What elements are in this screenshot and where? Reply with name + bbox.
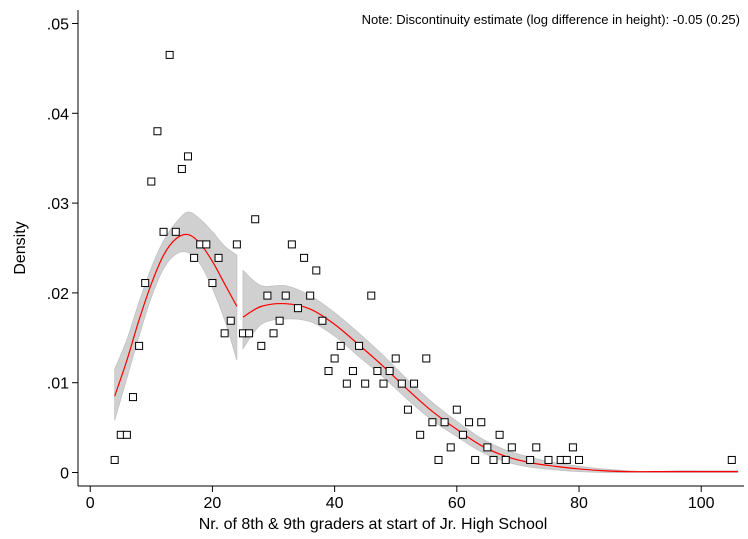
data-point [562, 455, 571, 464]
data-point [293, 304, 302, 313]
data-point [214, 253, 223, 262]
data-point [385, 367, 394, 376]
data-point [428, 418, 437, 427]
data-point [416, 430, 425, 439]
x-axis-title: Nr. of 8th & 9th graders at start of Jr.… [199, 516, 548, 533]
data-point [403, 405, 412, 414]
data-point [220, 329, 229, 338]
data-point [727, 455, 736, 464]
data-point [367, 291, 376, 300]
x-tick-label: 0 [86, 495, 95, 512]
data-point [471, 455, 480, 464]
data-point [379, 379, 388, 388]
x-tick-label: 80 [570, 495, 588, 512]
x-tick-label: 100 [688, 495, 715, 512]
y-tick-label: .05 [47, 16, 69, 33]
data-point [306, 291, 315, 300]
data-point [122, 430, 131, 439]
fit-line-right [242, 302, 738, 473]
y-tick-label: .02 [47, 286, 69, 303]
data-point [501, 455, 510, 464]
data-point [342, 379, 351, 388]
y-tick-label: 0 [60, 466, 69, 483]
data-point [245, 329, 254, 338]
data-point [141, 279, 150, 288]
data-point [128, 393, 137, 402]
y-ticks: 0 .01 .02 .03 .04 .05 [47, 16, 78, 483]
data-point [300, 253, 309, 262]
data-point [159, 227, 168, 236]
data-point [544, 455, 553, 464]
y-axis-title: Density [12, 221, 29, 274]
data-point [153, 127, 162, 136]
discontinuity-note: Note: Discontinuity estimate (log differ… [362, 12, 740, 27]
data-point [287, 240, 296, 249]
y-tick-label: .03 [47, 196, 69, 213]
data-point [355, 341, 364, 350]
y-tick-label: .01 [47, 376, 69, 393]
data-point [452, 405, 461, 414]
data-point [373, 367, 382, 376]
data-point [397, 379, 406, 388]
fit-line-left [114, 233, 238, 397]
data-point [232, 240, 241, 249]
data-point [183, 152, 192, 161]
data-point [177, 164, 186, 173]
ci-band-left [114, 211, 238, 421]
data-point [391, 354, 400, 363]
x-tick-label: 20 [204, 495, 222, 512]
data-point [348, 367, 357, 376]
data-point [489, 455, 498, 464]
data-point [330, 354, 339, 363]
x-tick-label: 40 [326, 495, 344, 512]
data-point [440, 418, 449, 427]
data-point [190, 253, 199, 262]
data-point [477, 418, 486, 427]
data-point [281, 291, 290, 300]
data-point [568, 443, 577, 452]
data-point [575, 455, 584, 464]
data-point [110, 455, 119, 464]
x-ticks: 0 20 40 60 80 100 [86, 486, 715, 512]
data-point [318, 316, 327, 325]
data-point [251, 215, 260, 224]
data-point [532, 443, 541, 452]
data-point [434, 455, 443, 464]
data-point [147, 177, 156, 186]
data-point [410, 379, 419, 388]
data-point [495, 430, 504, 439]
data-point [458, 430, 467, 439]
data-point [135, 341, 144, 350]
data-point [336, 341, 345, 350]
data-point [226, 316, 235, 325]
axes [77, 10, 744, 487]
data-point [269, 329, 278, 338]
data-point [202, 240, 211, 249]
data-point [324, 367, 333, 376]
fit-lines [114, 233, 738, 473]
data-point [361, 379, 370, 388]
data-point [465, 418, 474, 427]
data-point [526, 455, 535, 464]
data-point [275, 316, 284, 325]
data-point [507, 443, 516, 452]
data-point [312, 266, 321, 275]
ci-band-right [242, 269, 739, 473]
data-point [165, 50, 174, 59]
data-point [208, 279, 217, 288]
data-point [171, 227, 180, 236]
data-point [422, 354, 431, 363]
x-tick-label: 60 [448, 495, 466, 512]
confidence-bands [114, 211, 739, 473]
data-point [257, 341, 266, 350]
data-points [110, 50, 736, 464]
data-point [263, 291, 272, 300]
y-tick-label: .04 [47, 106, 69, 123]
data-point [483, 443, 492, 452]
data-point [446, 443, 455, 452]
